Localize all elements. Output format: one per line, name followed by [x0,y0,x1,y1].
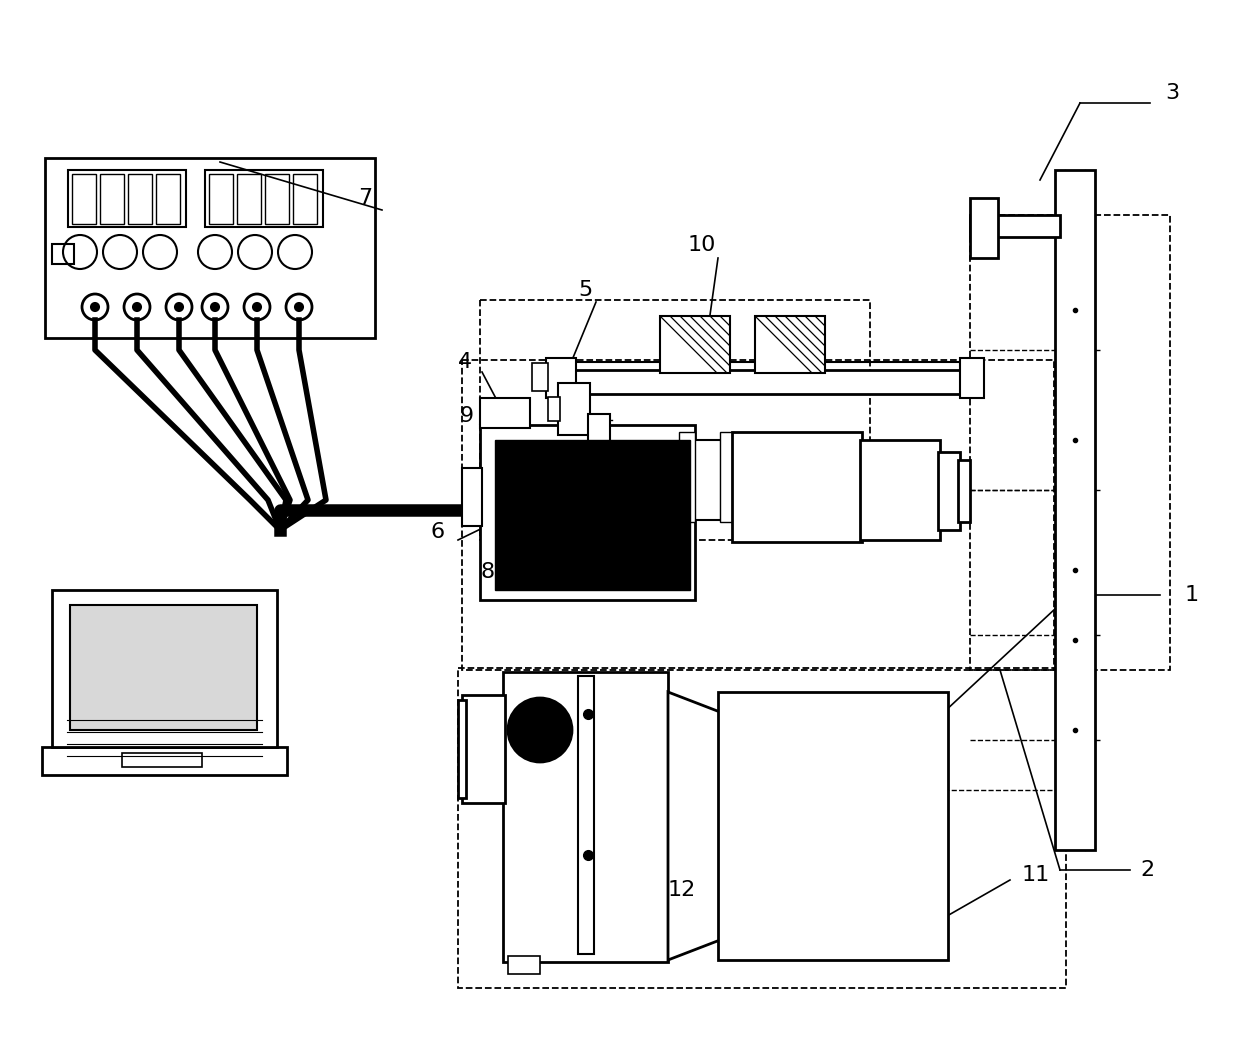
Text: 10: 10 [688,235,717,255]
Text: 5: 5 [578,280,593,300]
Bar [720,432,734,522]
Bar [558,370,980,394]
Text: 4: 4 [458,352,472,372]
Circle shape [508,698,572,762]
Bar [72,174,95,225]
Bar [970,215,1171,670]
Bar [495,440,689,590]
Bar [463,695,505,803]
Bar [680,432,694,522]
Circle shape [295,302,303,311]
Bar [960,358,985,398]
Bar [861,440,940,540]
Text: 12: 12 [668,880,696,900]
Bar [293,174,317,225]
Bar [480,425,694,600]
Text: 7: 7 [358,188,372,208]
Bar [718,692,949,960]
Bar [937,452,960,530]
Polygon shape [668,692,720,960]
Circle shape [211,302,219,311]
Bar [503,672,668,962]
Text: 11: 11 [1022,865,1050,885]
Bar [69,605,257,730]
Bar [558,383,590,435]
Bar [210,174,233,225]
Bar [548,397,560,421]
Bar [755,316,825,373]
Bar [508,956,539,974]
Bar [458,668,1066,988]
Circle shape [91,302,99,311]
Bar [693,440,720,520]
Bar [1055,170,1095,850]
Text: 8: 8 [480,562,494,582]
Text: 9: 9 [460,406,474,426]
Bar [128,174,153,225]
Bar [532,363,548,391]
Bar [52,590,277,747]
Bar [970,215,1060,237]
Bar [480,300,870,540]
Bar [546,358,577,398]
Text: 2: 2 [1140,860,1154,880]
Bar [156,174,180,225]
Text: 3: 3 [1166,83,1179,103]
Bar [52,243,74,264]
Bar [265,174,289,225]
Bar [660,316,730,373]
Bar [458,700,466,798]
Bar [588,414,610,444]
Bar [732,432,862,542]
Bar [463,468,482,526]
Bar [68,170,186,227]
Text: 1: 1 [1185,585,1199,605]
Bar [463,360,1054,670]
Bar [480,398,529,428]
Bar [205,170,322,227]
Circle shape [133,302,141,311]
Bar [970,198,998,258]
Bar [45,158,374,338]
Circle shape [253,302,260,311]
Text: 6: 6 [430,522,444,542]
Bar [42,747,286,775]
Bar [959,460,970,522]
Bar [122,753,202,767]
Bar [237,174,260,225]
Circle shape [175,302,184,311]
Bar [578,676,594,954]
Bar [100,174,124,225]
